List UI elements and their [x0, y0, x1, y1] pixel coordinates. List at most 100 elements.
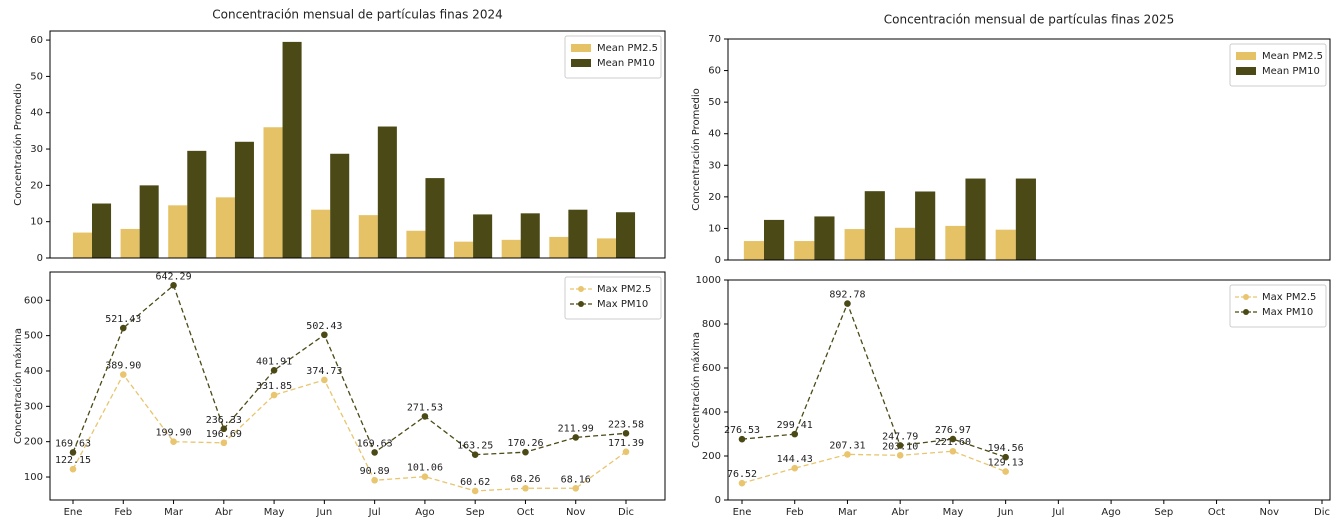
plot-frame: [49, 271, 666, 501]
legend-swatch: [1236, 52, 1256, 60]
marker: [69, 449, 77, 456]
marker: [471, 487, 479, 495]
data-label: 169.63: [357, 438, 393, 449]
x-tick-label: Mar: [838, 507, 858, 518]
data-label: 170.26: [507, 438, 543, 449]
bar: [215, 197, 235, 258]
marker: [572, 434, 580, 441]
x-tick-label: Mar: [164, 507, 184, 518]
legend-swatch: [1236, 67, 1256, 75]
legend-label: Mean PM2.5: [597, 43, 658, 54]
bar: [358, 215, 378, 258]
marker: [791, 464, 799, 472]
y-tick-label: 70: [708, 34, 721, 45]
data-label: 207.31: [829, 440, 865, 451]
marker: [896, 442, 904, 449]
bar: [764, 219, 785, 260]
bar: [473, 214, 493, 258]
marker: [119, 371, 127, 378]
bar: [844, 229, 865, 260]
y-tick-label: 500: [24, 331, 43, 342]
plot-frame: [49, 30, 666, 259]
data-label: 169.63: [55, 438, 91, 449]
marker: [622, 430, 630, 437]
bar: [168, 205, 188, 258]
legend-swatch: [571, 44, 591, 52]
marker: [1002, 453, 1009, 461]
data-label: 76.52: [727, 469, 757, 480]
y-tick-label: 60: [30, 35, 43, 46]
bar: [596, 238, 616, 258]
x-tick-label: Jun: [997, 507, 1014, 518]
bar: [234, 141, 254, 258]
bar: [915, 191, 936, 260]
data-label: 221.60: [935, 437, 971, 448]
marker: [738, 479, 746, 487]
x-tick-label: Nov: [1260, 507, 1280, 518]
y-tick-label: 400: [24, 366, 43, 377]
data-label: 90.89: [360, 466, 390, 477]
bar: [187, 150, 207, 258]
chart-title: Concentración mensual de partículas fina…: [212, 8, 502, 22]
marker: [371, 476, 378, 484]
marker: [949, 447, 957, 455]
x-tick-label: Abr: [215, 507, 233, 518]
legend-label: Max PM10: [1262, 307, 1313, 318]
bar: [377, 126, 397, 258]
legend-label: Max PM2.5: [1262, 292, 1316, 303]
bar: [425, 178, 445, 258]
data-label: 521.43: [105, 314, 141, 325]
data-label: 171.39: [608, 438, 644, 449]
y-tick-label: 300: [24, 401, 43, 412]
marker: [471, 451, 479, 458]
y-tick-label: 0: [715, 255, 721, 266]
marker: [896, 452, 904, 459]
x-tick-label: Jun: [316, 507, 333, 518]
y-tick-label: 600: [702, 363, 721, 374]
data-label: 68.26: [510, 474, 540, 485]
x-tick-label: Feb: [114, 507, 132, 518]
x-tick-label: Dic: [618, 507, 634, 518]
data-label: 236.33: [206, 415, 242, 426]
y-tick-label: 50: [708, 97, 721, 108]
y-tick-label: 30: [30, 144, 43, 155]
legend-box: [564, 276, 662, 320]
marker: [522, 484, 529, 492]
bar: [616, 212, 636, 258]
y-tick-label: 60: [708, 66, 721, 77]
bar: [814, 216, 835, 260]
data-label: 60.62: [460, 477, 490, 488]
marker: [622, 448, 630, 456]
marker: [738, 435, 746, 443]
data-label: 199.90: [155, 428, 191, 439]
y-tick-label: 20: [708, 192, 721, 203]
x-tick-label: Dic: [1314, 507, 1330, 518]
y-tick-label: 200: [24, 437, 43, 448]
data-label: 211.99: [558, 423, 594, 434]
marker: [791, 430, 799, 438]
bar: [864, 191, 885, 260]
marker: [220, 439, 228, 447]
marker: [220, 425, 228, 433]
y-axis-label: Concentración máxima: [12, 328, 24, 444]
data-label: 892.78: [829, 290, 865, 301]
x-tick-label: Feb: [786, 507, 804, 518]
legend-label: Max PM10: [597, 299, 648, 310]
line: [72, 373, 627, 492]
bar: [995, 229, 1016, 260]
y-tick-label: 1000: [696, 275, 721, 286]
marker: [321, 331, 328, 339]
marker: [844, 451, 851, 458]
bar: [549, 236, 569, 258]
y-tick-label: 600: [24, 295, 43, 306]
y-tick-label: 0: [715, 495, 721, 506]
marker: [572, 484, 580, 492]
bar: [454, 241, 474, 258]
marker: [321, 376, 328, 384]
x-tick-label: Jul: [368, 507, 381, 518]
bar: [311, 209, 331, 258]
x-tick-label: Oct: [1208, 507, 1225, 518]
data-label: 502.43: [306, 321, 342, 332]
